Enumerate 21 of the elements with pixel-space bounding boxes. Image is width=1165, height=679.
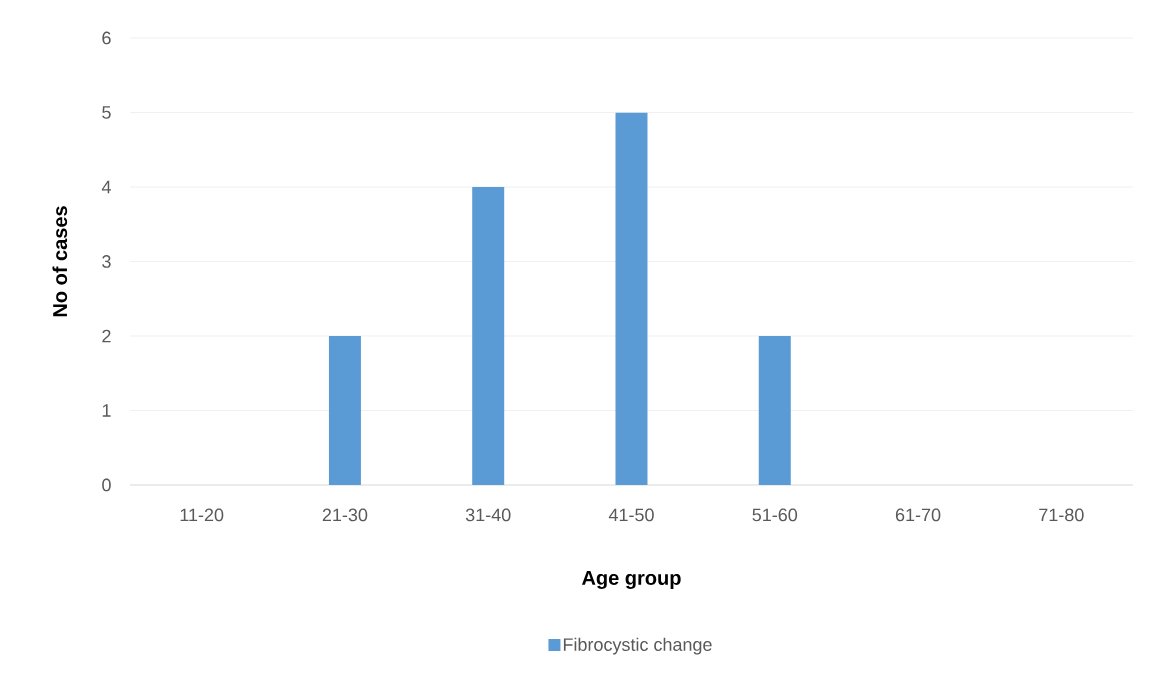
x-tick-label: 11-20 [180,508,224,522]
bar [472,186,505,485]
y-tick-label: 3 [102,255,111,268]
y-tick-label: 5 [102,106,111,119]
bar [328,335,361,485]
bar [758,335,791,485]
y-axis-title: No of cases [52,206,68,317]
y-tick-label: 6 [102,31,111,45]
y-tick-label: 4 [101,180,111,194]
x-tick-label: 61-70 [895,508,941,522]
y-tick-label: 1 [102,404,111,417]
x-tick-label: 21-30 [322,508,368,522]
x-tick-label: 41-50 [608,508,654,522]
y-tick-label: 0 [102,478,111,492]
y-tick-label: 2 [102,329,111,343]
legend-label: Fibrocystic change [563,637,712,655]
x-tick-label: 51-60 [752,508,798,522]
x-tick-label: 71-80 [1039,508,1084,522]
bar [615,112,648,485]
x-tick-label: 31-40 [465,508,511,522]
x-axis-title: Age group [581,570,681,589]
